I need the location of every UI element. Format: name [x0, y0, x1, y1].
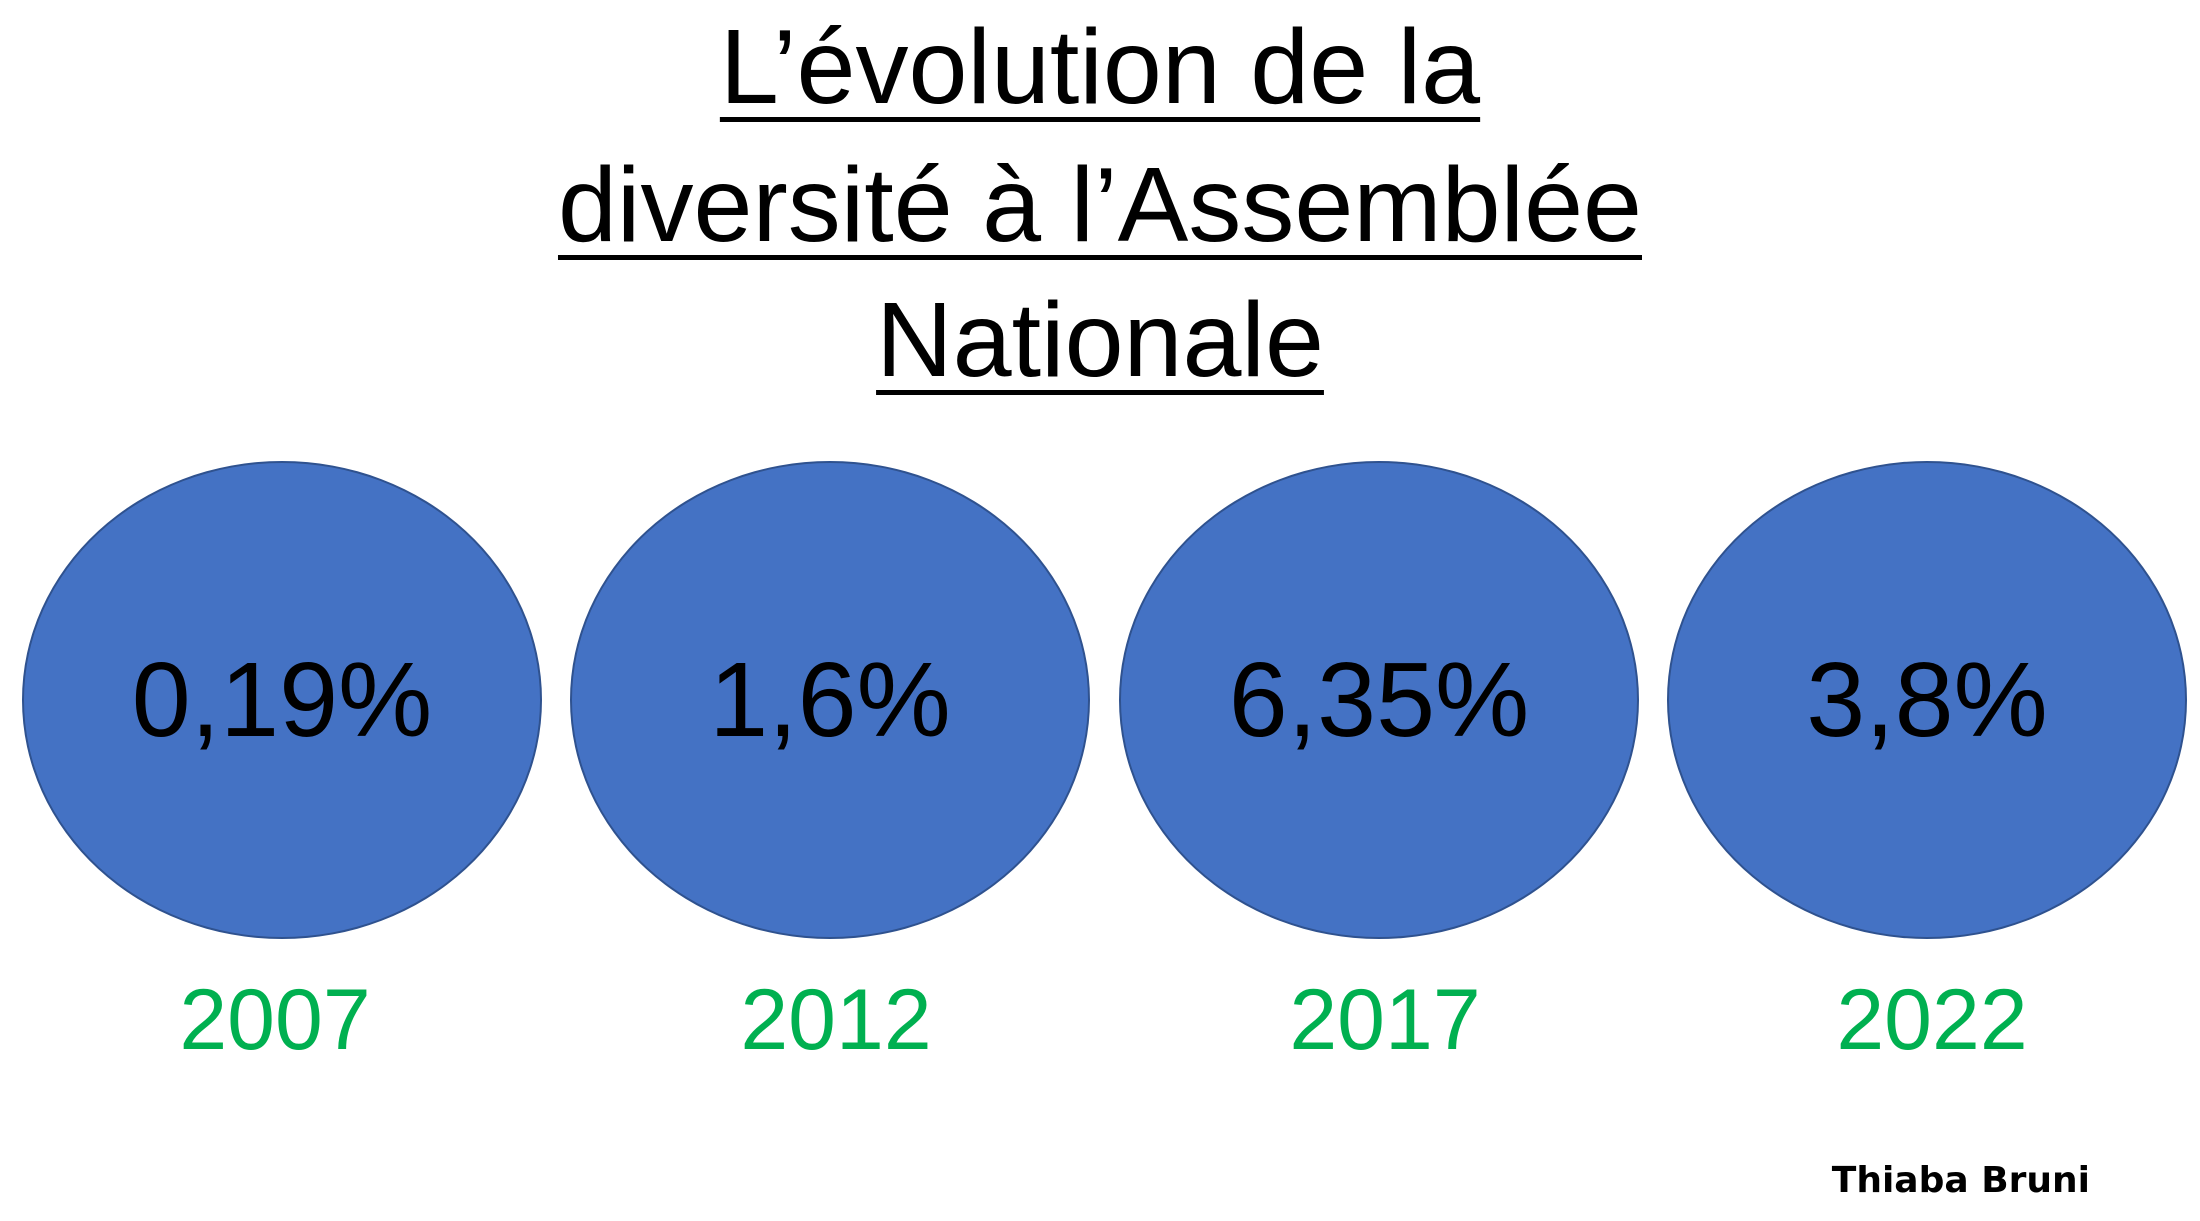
- year-label: 2007: [179, 972, 371, 1068]
- title-line-2: diversité à l’Assemblée: [0, 138, 2200, 273]
- title-line-3: Nationale: [0, 273, 2200, 408]
- percentage-value: 0,19%: [131, 640, 433, 759]
- percentage-value: 3,8%: [1806, 640, 2048, 759]
- title-line-1: L’évolution de la: [0, 0, 2200, 135]
- title-line-2-text: diversité à l’Assemblée: [557, 146, 1642, 264]
- percentage-value: 6,35%: [1228, 640, 1530, 759]
- year-label: 2022: [1836, 972, 2028, 1068]
- circle-2007: 0,19%: [22, 461, 542, 939]
- year-label: 2017: [1289, 972, 1481, 1068]
- title-line-3-text: Nationale: [876, 281, 1324, 399]
- circle-2022: 3,8%: [1667, 461, 2187, 939]
- circle-2012: 1,6%: [570, 461, 1090, 939]
- circle-2017: 6,35%: [1119, 461, 1639, 939]
- year-label: 2012: [740, 972, 932, 1068]
- author-signature: Thiaba Bruni: [1831, 1160, 2090, 1201]
- title-line-1-text: L’évolution de la: [719, 8, 1481, 126]
- percentage-value: 1,6%: [709, 640, 951, 759]
